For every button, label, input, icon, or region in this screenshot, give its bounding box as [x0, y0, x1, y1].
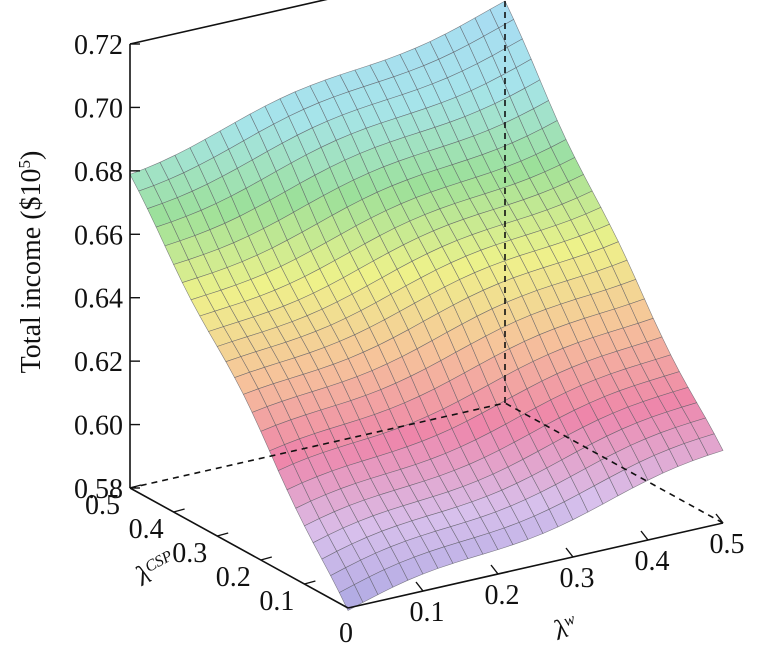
right-floor-edge	[504, 402, 724, 524]
lambda-csp-tick-mark	[173, 508, 185, 513]
surface-cell	[698, 433, 724, 456]
z-tick-label: 0.72	[74, 30, 123, 61]
lambda-csp-tick-mark	[304, 580, 316, 585]
z-tick-label: 0.64	[74, 284, 123, 315]
income-surface	[129, 0, 724, 611]
lambda-w-tick-label: 0.4	[635, 546, 670, 577]
lambda-csp-tick-mark	[260, 556, 272, 561]
lambda-csp-tick-label: 0.2	[216, 562, 251, 593]
lambda-csp-tick-label: 0.4	[129, 514, 164, 545]
z-axis-ticks: 0.58 0.60 0.62 0.64 0.66 0.68 0.70 0.72	[74, 30, 140, 505]
lambda-w-axis-label: λw	[549, 610, 582, 647]
z-tick-label: 0.60	[74, 411, 123, 442]
lambda-w-tick-mark	[640, 530, 649, 541]
z-tick-label: 0.66	[74, 220, 123, 251]
lambda-w-tick-label: 0.3	[560, 563, 595, 594]
lambda-csp-tick-mark	[217, 532, 229, 537]
lambda-w-tick-label: 0.5	[710, 529, 745, 560]
back-floor-edge	[129, 402, 506, 489]
z-tick-label: 0.70	[74, 93, 123, 124]
lambda-w-tick-label: 0.2	[485, 580, 520, 611]
z-tick-label: 0.58	[74, 474, 123, 505]
lambda-w-tick-mark	[490, 564, 499, 575]
lambda-w-tick-mark	[415, 581, 424, 592]
lambda-w-axis-line	[347, 522, 724, 609]
lambda-w-tick-label: 0.1	[410, 597, 445, 628]
lambda-csp-tick-label: 0.1	[259, 586, 294, 617]
lambda-csp-axis-ticks: 0.1 0.2 0.3 0.4 0.5 0	[85, 484, 353, 649]
top-back-edge	[129, 0, 328, 45]
lambda-csp-tick-label: 0.5	[85, 490, 120, 521]
z-tick-label: 0.62	[74, 347, 123, 378]
lambda-csp-axis-line	[129, 487, 349, 609]
axes-frame	[129, 0, 724, 609]
z-tick-label: 0.68	[74, 157, 123, 188]
lambda-w-tick-mark	[715, 513, 724, 524]
origin-tick-label: 0	[339, 618, 353, 649]
lambda-csp-tick-mark	[129, 484, 142, 489]
z-axis-label: Total income ($105)	[15, 151, 47, 374]
lambda-w-tick-mark	[565, 547, 574, 558]
lambda-csp-tick-label: 0.3	[172, 538, 207, 569]
lambda-w-axis-ticks: 0.1 0.2 0.3 0.4 0.5	[410, 513, 745, 628]
